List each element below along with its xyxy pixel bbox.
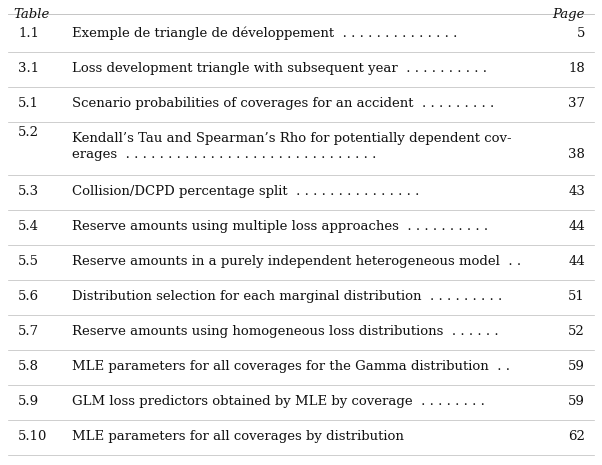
Text: 3.1: 3.1 [18, 62, 39, 75]
Text: Kendall’s Tau and Spearman’s Rho for potentially dependent cov-: Kendall’s Tau and Spearman’s Rho for pot… [72, 132, 512, 145]
Text: 5.6: 5.6 [18, 290, 39, 303]
Text: 5.8: 5.8 [18, 360, 39, 373]
Text: Collision/DCPD percentage split  . . . . . . . . . . . . . . .: Collision/DCPD percentage split . . . . … [72, 185, 420, 198]
Text: erages  . . . . . . . . . . . . . . . . . . . . . . . . . . . . . .: erages . . . . . . . . . . . . . . . . .… [72, 148, 376, 161]
Text: 52: 52 [568, 325, 585, 338]
Text: Scenario probabilities of coverages for an accident  . . . . . . . . .: Scenario probabilities of coverages for … [72, 97, 494, 110]
Text: 5.10: 5.10 [18, 430, 48, 443]
Text: Exemple de triangle de développement  . . . . . . . . . . . . . .: Exemple de triangle de développement . .… [72, 27, 458, 40]
Text: Reserve amounts in a purely independent heterogeneous model  . .: Reserve amounts in a purely independent … [72, 255, 521, 268]
Text: 5: 5 [577, 27, 585, 40]
Text: 59: 59 [568, 360, 585, 373]
Text: 5.9: 5.9 [18, 395, 39, 408]
Text: Reserve amounts using homogeneous loss distributions  . . . . . .: Reserve amounts using homogeneous loss d… [72, 325, 498, 338]
Text: 5.4: 5.4 [18, 220, 39, 233]
Text: Loss development triangle with subsequent year  . . . . . . . . . .: Loss development triangle with subsequen… [72, 62, 487, 75]
Text: 51: 51 [568, 290, 585, 303]
Text: GLM loss predictors obtained by MLE by coverage  . . . . . . . .: GLM loss predictors obtained by MLE by c… [72, 395, 485, 408]
Text: 1.1: 1.1 [18, 27, 39, 40]
Text: 38: 38 [568, 148, 585, 161]
Text: 62: 62 [568, 430, 585, 443]
Text: Distribution selection for each marginal distribution  . . . . . . . . .: Distribution selection for each marginal… [72, 290, 502, 303]
Text: 5.7: 5.7 [18, 325, 39, 338]
Text: 5.3: 5.3 [18, 185, 39, 198]
Text: Page: Page [553, 8, 585, 21]
Text: MLE parameters for all coverages by distribution: MLE parameters for all coverages by dist… [72, 430, 404, 443]
Text: 5.2: 5.2 [18, 126, 39, 139]
Text: 43: 43 [568, 185, 585, 198]
Text: 59: 59 [568, 395, 585, 408]
Text: MLE parameters for all coverages for the Gamma distribution  . .: MLE parameters for all coverages for the… [72, 360, 510, 373]
Text: 44: 44 [568, 220, 585, 233]
Text: 37: 37 [568, 97, 585, 110]
Text: 18: 18 [568, 62, 585, 75]
Text: Reserve amounts using multiple loss approaches  . . . . . . . . . .: Reserve amounts using multiple loss appr… [72, 220, 488, 233]
Text: 5.1: 5.1 [18, 97, 39, 110]
Text: Table: Table [13, 8, 49, 21]
Text: 5.5: 5.5 [18, 255, 39, 268]
Text: 44: 44 [568, 255, 585, 268]
